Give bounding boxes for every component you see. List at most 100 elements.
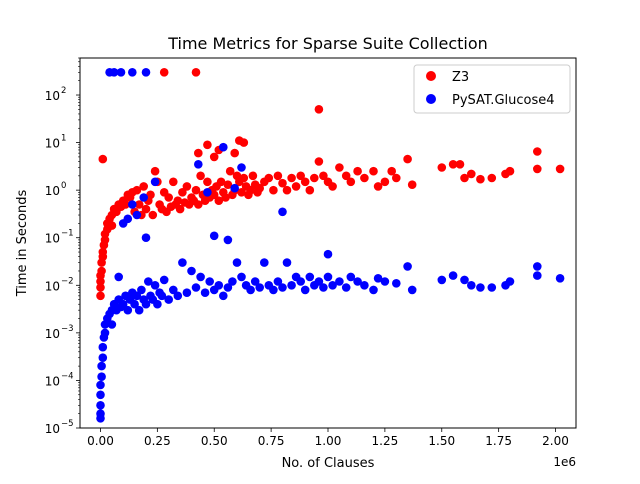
data-point-z3-56 bbox=[175, 204, 185, 214]
data-point-glucose4-23 bbox=[96, 401, 105, 410]
y-tick-label-7: 10 bbox=[45, 89, 60, 103]
y-axis-label: Time in Seconds bbox=[15, 190, 30, 298]
data-point-z3-15 bbox=[97, 266, 106, 276]
data-point-z3-59 bbox=[182, 182, 192, 191]
y-tick-exponent-5: 0 bbox=[61, 181, 66, 191]
data-point-glucose4-79 bbox=[246, 285, 255, 295]
data-point-z3-0 bbox=[98, 154, 108, 164]
data-point-z3-1 bbox=[159, 68, 169, 77]
data-point-z3-124 bbox=[467, 169, 476, 179]
data-point-z3-3 bbox=[314, 105, 324, 114]
x-axis-offset-label: 1e6 bbox=[553, 455, 576, 469]
data-point-glucose4-90 bbox=[296, 277, 306, 286]
data-point-z3-37 bbox=[132, 185, 142, 195]
data-point-glucose4-94 bbox=[314, 277, 324, 286]
data-point-z3-119 bbox=[407, 180, 417, 189]
data-point-glucose4-53 bbox=[144, 277, 153, 286]
data-point-glucose4-24 bbox=[96, 390, 105, 400]
data-point-glucose4-102 bbox=[360, 281, 369, 290]
data-point-glucose4-72 bbox=[214, 281, 224, 290]
data-point-glucose4-68 bbox=[196, 272, 205, 282]
data-point-glucose4-95 bbox=[319, 283, 328, 292]
data-point-z3-64 bbox=[194, 200, 203, 209]
y-tick-label-3: 10 bbox=[45, 279, 60, 293]
data-point-glucose4-10 bbox=[150, 177, 160, 187]
data-point-z3-71 bbox=[209, 190, 219, 200]
legend: Z3 PySAT.Glucose4 bbox=[413, 64, 571, 114]
data-point-z3-122 bbox=[455, 160, 465, 169]
y-tick-exponent-3: −2 bbox=[61, 276, 74, 286]
data-point-z3-111 bbox=[353, 166, 362, 176]
data-point-glucose4-88 bbox=[287, 281, 296, 290]
data-point-z3-32 bbox=[121, 200, 130, 209]
data-point-z3-117 bbox=[392, 173, 401, 183]
data-point-glucose4-20 bbox=[323, 249, 333, 259]
data-point-glucose4-56 bbox=[150, 281, 160, 290]
data-point-glucose4-99 bbox=[341, 283, 351, 292]
x-tick-label-3: 0.75 bbox=[258, 434, 285, 448]
data-point-z3-112 bbox=[360, 173, 369, 183]
data-point-glucose4-73 bbox=[219, 291, 228, 301]
data-point-glucose4-110 bbox=[448, 271, 458, 280]
data-point-glucose4-8 bbox=[230, 183, 239, 193]
data-point-z3-96 bbox=[278, 178, 287, 188]
legend-label-z3: Z3 bbox=[452, 70, 469, 85]
data-point-glucose4-40 bbox=[114, 272, 123, 282]
data-point-z3-109 bbox=[341, 171, 351, 181]
data-point-z3-68 bbox=[203, 177, 212, 187]
y-tick-label-1: 10 bbox=[45, 374, 60, 388]
data-point-z3-18 bbox=[98, 247, 108, 257]
x-tick-label-1: 0.25 bbox=[144, 434, 171, 448]
data-point-z3-94 bbox=[269, 185, 278, 195]
data-point-z3-53 bbox=[169, 177, 178, 187]
data-point-glucose4-69 bbox=[200, 288, 210, 298]
plot-area-frame bbox=[79, 57, 577, 429]
data-point-z3-99 bbox=[291, 182, 301, 191]
data-point-glucose4-18 bbox=[278, 207, 287, 217]
data-point-glucose4-3 bbox=[128, 68, 137, 77]
data-points-layer bbox=[96, 68, 565, 423]
x-axis-label: No. of Clauses bbox=[282, 456, 375, 471]
legend-label-glucose4: PySAT.Glucose4 bbox=[452, 93, 555, 108]
data-point-glucose4-118 bbox=[533, 262, 542, 271]
data-point-z3-26 bbox=[107, 221, 117, 230]
data-point-z3-43 bbox=[146, 190, 155, 200]
data-point-z3-129 bbox=[533, 147, 542, 156]
data-point-z3-63 bbox=[191, 185, 201, 195]
data-point-z3-108 bbox=[335, 163, 344, 172]
data-point-z3-5 bbox=[203, 140, 212, 150]
data-point-glucose4-9 bbox=[203, 188, 212, 197]
data-point-glucose4-15 bbox=[118, 219, 128, 228]
data-point-glucose4-6 bbox=[219, 142, 228, 152]
data-point-glucose4-113 bbox=[476, 283, 485, 292]
data-point-glucose4-42 bbox=[118, 299, 128, 309]
data-point-glucose4-92 bbox=[305, 272, 315, 282]
y-tick-exponent-0: −5 bbox=[61, 419, 74, 429]
data-point-glucose4-44 bbox=[123, 305, 133, 315]
data-point-glucose4-108 bbox=[407, 285, 417, 295]
data-point-glucose4-109 bbox=[437, 275, 447, 285]
data-point-z3-114 bbox=[373, 182, 383, 191]
data-point-z3-83 bbox=[237, 188, 246, 197]
data-point-glucose4-82 bbox=[260, 258, 269, 267]
data-point-z3-125 bbox=[476, 174, 485, 184]
data-point-glucose4-22 bbox=[96, 409, 105, 419]
data-point-glucose4-62 bbox=[169, 285, 178, 295]
data-point-glucose4-80 bbox=[250, 277, 260, 286]
x-tick-label-6: 1.50 bbox=[428, 434, 455, 448]
data-point-glucose4-114 bbox=[487, 283, 497, 292]
data-point-z3-40 bbox=[139, 182, 148, 191]
data-point-glucose4-27 bbox=[97, 361, 106, 371]
data-point-z3-130 bbox=[533, 164, 542, 174]
legend-marker-z3 bbox=[426, 71, 436, 81]
x-tick-label-5: 1.25 bbox=[372, 434, 399, 448]
data-point-glucose4-47 bbox=[130, 299, 139, 309]
data-point-glucose4-112 bbox=[467, 281, 476, 290]
data-point-z3-97 bbox=[282, 185, 292, 195]
data-point-z3-2 bbox=[191, 68, 201, 77]
data-point-z3-11 bbox=[96, 291, 105, 301]
data-point-glucose4-76 bbox=[232, 258, 242, 267]
data-point-glucose4-101 bbox=[353, 277, 362, 286]
data-point-glucose4-2 bbox=[116, 68, 126, 77]
data-point-z3-57 bbox=[178, 188, 187, 197]
